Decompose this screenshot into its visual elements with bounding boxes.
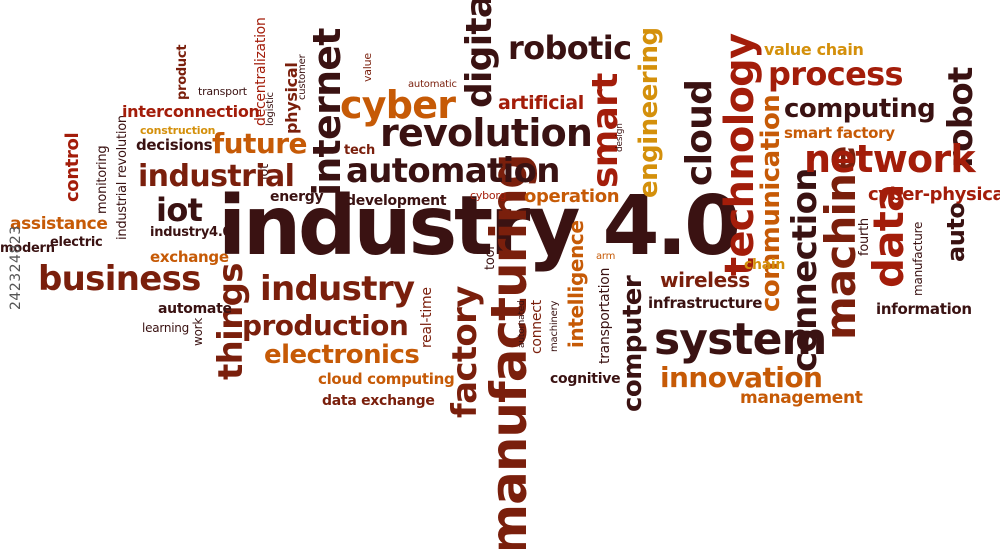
word-electric: electric: [50, 235, 103, 250]
word-real-time: real-time: [419, 287, 435, 348]
word-engineering: engineering: [634, 27, 664, 198]
word-industry-4-0: industry 4.0: [218, 179, 741, 274]
word-future: future: [212, 127, 307, 160]
word-data-exchange: data exchange: [322, 393, 435, 409]
word-manufacturing: manufacturing: [480, 154, 538, 556]
word-cyber: cyber: [340, 83, 456, 127]
word-energy: energy: [270, 189, 324, 205]
word-industrial-revolution: industrial revolution: [115, 115, 130, 240]
word-cyborg: cyborg: [470, 189, 507, 202]
word-technology: technology: [717, 33, 763, 276]
word-industrial: industrial: [138, 159, 295, 194]
word-cloud-computing: cloud computing: [318, 370, 455, 388]
word-communication: communication: [756, 94, 786, 312]
word-information: information: [876, 300, 972, 318]
word-management: management: [740, 388, 863, 408]
word-electronics: electronics: [264, 340, 420, 370]
word-automatic: automatic: [408, 79, 457, 90]
word-industry: industry: [260, 269, 415, 309]
word-development: development: [346, 193, 447, 209]
word-value-chain: value chain: [764, 40, 864, 59]
word-transportation: transportation: [597, 267, 613, 364]
word-auto: auto: [942, 202, 970, 262]
word-cyber-physical: cyber-physical: [868, 184, 1000, 205]
word-robotic: robotic: [508, 29, 632, 67]
word-fourth: fourth: [857, 218, 872, 256]
stock-id-watermark: 242324823: [8, 225, 24, 310]
word-system: system: [654, 314, 827, 365]
word-construction: construction: [140, 124, 216, 137]
word-network: network: [804, 137, 976, 181]
word-exchange: exchange: [150, 248, 229, 266]
word-process: process: [768, 55, 904, 93]
word-infrastructure: infrastructure: [648, 294, 763, 312]
footer-strip: [0, 549, 1000, 559]
word-computing: computing: [784, 94, 936, 124]
word-operation: operation: [524, 186, 620, 207]
word-computer: computer: [618, 275, 648, 412]
word-business: business: [38, 259, 201, 299]
word-production: production: [242, 309, 409, 342]
word-transport: transport: [198, 85, 247, 98]
word-decisions: decisions: [136, 136, 213, 154]
word-connect: connect: [529, 300, 545, 354]
word-wireless: wireless: [660, 268, 750, 292]
word-arm: arm: [596, 251, 616, 262]
word-innovation: innovation: [660, 361, 823, 394]
word-work: work: [191, 317, 205, 346]
word-assistance: assistance: [10, 214, 108, 234]
word-monitoring: monitoring: [95, 145, 110, 214]
word-iot: iot: [156, 191, 203, 229]
word-tech: tech: [344, 143, 375, 158]
word-design: design: [615, 123, 625, 152]
word-automation: automation: [346, 151, 560, 191]
word-factory: factory: [445, 286, 485, 418]
word-chain: chain: [744, 257, 786, 273]
word-tool: tool: [483, 246, 498, 270]
word-industry4-0: industry4.0: [150, 225, 232, 240]
word-manufacture: manufacture: [911, 221, 925, 296]
word-artificial: artificial: [498, 92, 584, 114]
word-machinery: machinery: [549, 300, 560, 352]
word-modern: modern: [0, 241, 55, 256]
word-value: value: [361, 53, 374, 82]
word-smart-factory: smart factory: [784, 124, 895, 142]
word-interconnection: interconnection: [122, 102, 260, 121]
word-cloud: cloud: [679, 79, 720, 186]
word-control: control: [62, 132, 83, 202]
word-digital: digital: [459, 0, 500, 108]
word-learning: learning: [142, 321, 190, 335]
word-customer: customer: [297, 54, 308, 101]
word-logistic: logistic: [265, 92, 276, 126]
word-cognitive: cognitive: [550, 371, 621, 387]
word-revolution: revolution: [380, 111, 593, 155]
word-intelligence: intelligence: [564, 220, 588, 348]
word-product: product: [175, 44, 190, 100]
word-automated: automated: [517, 300, 527, 348]
word-automate: automate: [158, 301, 232, 317]
